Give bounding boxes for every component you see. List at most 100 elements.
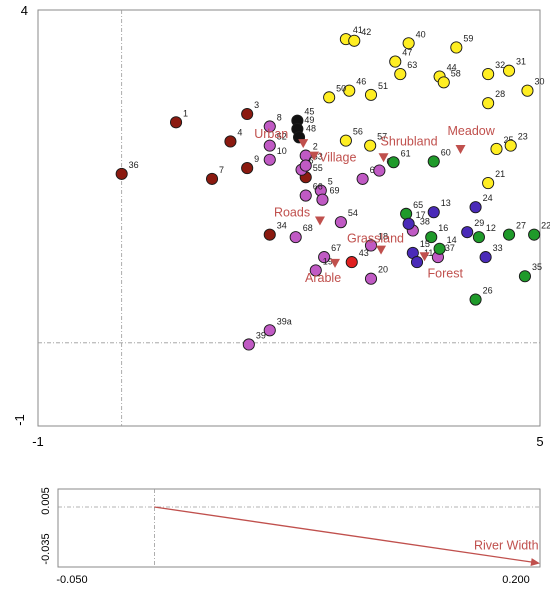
site-label-35: 35 bbox=[532, 262, 542, 272]
site-point-35 bbox=[518, 270, 531, 283]
site-point-3 bbox=[241, 107, 254, 121]
site-point-51 bbox=[364, 88, 378, 101]
site-point-10 bbox=[263, 153, 276, 166]
river-width-plot: River Width -0.050 0.200 0.005 -0.035 bbox=[40, 487, 541, 586]
site-point-39a bbox=[263, 324, 276, 337]
site-point-43 bbox=[345, 256, 358, 269]
x-tick-label: -1 bbox=[32, 434, 44, 449]
site-point-7 bbox=[205, 172, 219, 185]
vector-marker-shrubland bbox=[378, 153, 389, 163]
vector-marker-meadow bbox=[455, 144, 466, 154]
vector-marker-village bbox=[309, 151, 320, 161]
site-label-22: 22 bbox=[541, 221, 550, 231]
site-label-32: 32 bbox=[495, 60, 505, 70]
site-label-67: 67 bbox=[331, 243, 341, 253]
site-point-13 bbox=[427, 206, 440, 219]
vector-label-meadow: Meadow bbox=[448, 124, 496, 138]
vector-label-arable: Arable bbox=[305, 271, 341, 285]
vector-marker-roads bbox=[314, 216, 325, 226]
site-label-19: 19 bbox=[323, 256, 333, 266]
vector-label-shrubland: Shrubland bbox=[381, 134, 438, 148]
river-axis-ticks: -0.050 0.200 0.005 -0.035 bbox=[40, 487, 530, 586]
site-point-14 bbox=[433, 242, 446, 255]
vector-label-urban: Urban bbox=[254, 127, 288, 141]
site-label-25: 25 bbox=[503, 135, 513, 145]
vector-marker-arable bbox=[330, 258, 341, 268]
y-tick-label: -1 bbox=[12, 414, 27, 426]
vector-marker-urban bbox=[298, 139, 309, 149]
site-point-4 bbox=[224, 135, 237, 148]
site-point-24 bbox=[469, 201, 482, 214]
site-label-58: 58 bbox=[451, 68, 461, 78]
site-point-60 bbox=[427, 155, 440, 168]
river-x-tick-label: 0.200 bbox=[502, 574, 530, 586]
site-point-42 bbox=[348, 34, 361, 47]
river-y-tick-label: 0.005 bbox=[40, 487, 52, 515]
site-label-9: 9 bbox=[254, 154, 259, 164]
site-point-17 bbox=[402, 217, 415, 230]
site-point-64a bbox=[356, 172, 369, 185]
site-label-4: 4 bbox=[237, 127, 242, 137]
site-label-59: 59 bbox=[463, 33, 473, 43]
site-point-12 bbox=[472, 231, 485, 244]
river-width-vector: River Width bbox=[154, 506, 540, 567]
site-point-67 bbox=[318, 251, 331, 264]
site-point-11 bbox=[410, 256, 424, 269]
x-tick-label: 5 bbox=[536, 434, 543, 449]
site-label-38: 38 bbox=[420, 216, 430, 226]
vector-label-village: Village bbox=[319, 151, 356, 165]
site-label-31: 31 bbox=[516, 57, 526, 67]
site-label-27: 27 bbox=[516, 221, 526, 231]
site-label-63: 63 bbox=[407, 60, 417, 70]
site-point-64 bbox=[373, 164, 386, 177]
site-point-34 bbox=[263, 228, 276, 241]
site-label-37: 37 bbox=[445, 243, 455, 253]
vector-label-forest: Forest bbox=[428, 266, 464, 280]
site-point-30 bbox=[521, 84, 534, 97]
river-y-tick-label: -0.035 bbox=[40, 533, 52, 564]
site-point-68 bbox=[289, 231, 302, 244]
site-point-65 bbox=[400, 207, 413, 220]
site-point-9 bbox=[241, 162, 254, 175]
site-point-19 bbox=[309, 264, 322, 277]
vector-marker-grassland bbox=[376, 245, 387, 255]
site-point-50 bbox=[323, 91, 336, 104]
site-point-32 bbox=[482, 68, 495, 81]
site-point-8 bbox=[263, 120, 276, 133]
site-label-66: 66 bbox=[313, 182, 323, 192]
site-label-15: 15 bbox=[420, 239, 430, 249]
site-label-36: 36 bbox=[129, 160, 139, 170]
site-point-28 bbox=[482, 97, 495, 110]
site-label-30: 30 bbox=[534, 77, 544, 87]
site-label-42: 42 bbox=[361, 27, 371, 37]
site-label-6: 6 bbox=[309, 156, 314, 166]
vector-label-grassland: Grassland bbox=[347, 232, 404, 246]
site-point-20 bbox=[364, 272, 378, 285]
site-point-26 bbox=[469, 293, 482, 306]
site-point-23 bbox=[504, 139, 517, 152]
main-ordination-plot: 136347934554549488521026535696664a646867… bbox=[12, 3, 550, 449]
site-label-23: 23 bbox=[518, 132, 528, 142]
site-label-68: 68 bbox=[303, 223, 313, 233]
site-point-40 bbox=[402, 37, 415, 50]
site-point-36 bbox=[115, 167, 128, 180]
site-label-28: 28 bbox=[495, 89, 505, 99]
site-point-22 bbox=[528, 228, 541, 241]
site-label-46: 46 bbox=[356, 77, 366, 87]
site-label-55: 55 bbox=[313, 163, 323, 173]
site-label-10: 10 bbox=[277, 146, 287, 156]
site-label-8: 8 bbox=[277, 112, 282, 122]
site-point-58 bbox=[437, 76, 450, 89]
site-label-14: 14 bbox=[447, 235, 457, 245]
vector-label-roads: Roads bbox=[274, 205, 310, 219]
river-width-label: River Width bbox=[474, 538, 539, 552]
site-label-21: 21 bbox=[495, 169, 505, 179]
river-width-arrow-head bbox=[530, 558, 540, 567]
site-point-54 bbox=[334, 216, 347, 229]
site-point-21 bbox=[482, 177, 495, 190]
site-point-66 bbox=[299, 189, 312, 202]
site-label-51: 51 bbox=[378, 81, 388, 91]
site-point-69 bbox=[316, 193, 329, 206]
site-point-29 bbox=[461, 226, 474, 239]
site-label-1: 1 bbox=[183, 108, 188, 118]
